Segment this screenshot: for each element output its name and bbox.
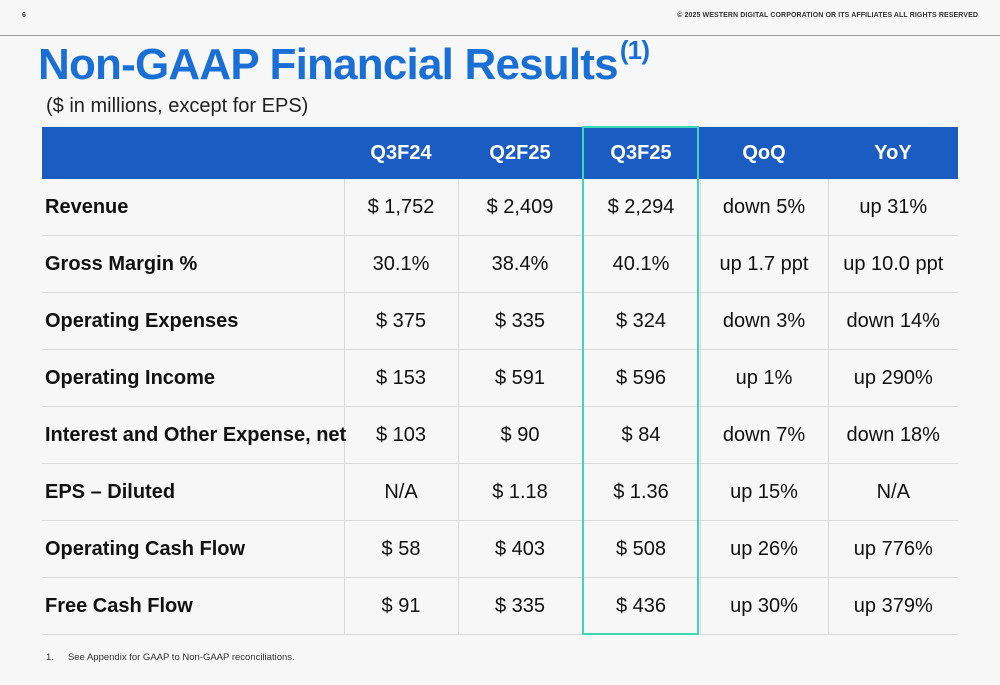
table-cell: $ 2,409	[457, 179, 582, 236]
row-label: Operating Expenses	[42, 292, 344, 350]
table-cell: up 379%	[827, 577, 958, 635]
row-label: Gross Margin %	[42, 235, 344, 293]
table-cell: $ 90	[457, 406, 582, 464]
row-label: Interest and Other Expense, net	[42, 406, 346, 464]
table-cell: 40.1%	[581, 235, 700, 293]
table-cell: up 30%	[699, 577, 828, 635]
table-row: Operating Cash Flow $ 58 $ 403 $ 508 up …	[42, 520, 958, 578]
table-cell: $ 1.36	[581, 463, 700, 521]
table-cell: $ 335	[457, 292, 582, 350]
table-cell: up 1.7 ppt	[699, 235, 828, 293]
page-subtitle: ($ in millions, except for EPS)	[46, 95, 309, 117]
table-cell: $ 1.18	[457, 463, 582, 521]
table-cell: $ 1,752	[343, 179, 458, 236]
footnote-number: 1.	[46, 652, 54, 663]
table-cell: up 15%	[699, 463, 828, 521]
table-cell: $ 2,294	[581, 179, 700, 236]
column-header-q3f25: Q3F25	[582, 127, 700, 179]
table-cell: $ 58	[343, 520, 458, 578]
copyright-notice: © 2025 WESTERN DIGITAL CORPORATION OR IT…	[677, 12, 978, 19]
row-label: Operating Income	[42, 349, 344, 407]
table-cell: $ 84	[581, 406, 700, 464]
table-cell: up 10.0 ppt	[827, 235, 958, 293]
table-cell: $ 103	[343, 406, 458, 464]
table-cell: $ 91	[343, 577, 458, 635]
table-cell: up 31%	[827, 179, 958, 236]
table-row: Free Cash Flow $ 91 $ 335 $ 436 up 30% u…	[42, 577, 958, 635]
table-cell: $ 324	[581, 292, 700, 350]
table-row: EPS – Diluted N/A $ 1.18 $ 1.36 up 15% N…	[42, 463, 958, 521]
table-row: Revenue $ 1,752 $ 2,409 $ 2,294 down 5% …	[42, 179, 958, 236]
table-cell: $ 375	[343, 292, 458, 350]
table-cell: $ 403	[457, 520, 582, 578]
table-cell: up 776%	[827, 520, 958, 578]
financial-results-table: Q3F24 Q2F25 Q3F25 QoQ YoY Revenue $ 1,75…	[42, 127, 958, 635]
header-divider	[0, 35, 1000, 36]
table-cell: $ 436	[581, 577, 700, 635]
row-label: Free Cash Flow	[42, 577, 344, 635]
column-header-yoy: YoY	[828, 127, 958, 179]
table-cell: N/A	[343, 463, 458, 521]
table-row: Gross Margin % 30.1% 38.4% 40.1% up 1.7 …	[42, 235, 958, 293]
table-cell: 30.1%	[343, 235, 458, 293]
table-cell: $ 596	[581, 349, 700, 407]
page-title-text: Non-GAAP Financial Results	[38, 40, 619, 89]
column-header-q3f24: Q3F24	[344, 127, 458, 179]
column-header-q2f25: Q2F25	[458, 127, 582, 179]
table-cell: up 1%	[699, 349, 828, 407]
table-cell: down 5%	[699, 179, 828, 236]
table-cell: $ 153	[343, 349, 458, 407]
table-cell: 38.4%	[457, 235, 582, 293]
title-footnote-ref: (1)	[619, 35, 650, 65]
footnote-text: See Appendix for GAAP to Non-GAAP reconc…	[67, 652, 295, 663]
table-cell: up 26%	[699, 520, 828, 578]
table-cell: $ 591	[457, 349, 582, 407]
table-row: Operating Expenses $ 375 $ 335 $ 324 dow…	[42, 292, 958, 350]
column-header-qoq: QoQ	[700, 127, 828, 179]
page-title: Non-GAAP Financial Results(1)	[38, 35, 650, 90]
footnote: 1. See Appendix for GAAP to Non-GAAP reco…	[46, 652, 295, 663]
table-cell: up 290%	[827, 349, 958, 407]
table-header-row: Q3F24 Q2F25 Q3F25 QoQ YoY	[42, 127, 958, 179]
table-cell: $ 508	[581, 520, 700, 578]
page-number: 6	[22, 12, 26, 19]
row-label: Revenue	[42, 179, 344, 236]
table-cell: down 7%	[699, 406, 828, 464]
table-cell: N/A	[827, 463, 958, 521]
table-cell: down 14%	[827, 292, 958, 350]
table-cell: down 18%	[827, 406, 958, 464]
table-row: Interest and Other Expense, net $ 103 $ …	[42, 406, 958, 464]
table-cell: down 3%	[699, 292, 828, 350]
column-header-metric	[42, 127, 344, 179]
row-label: Operating Cash Flow	[42, 520, 344, 578]
table-row: Operating Income $ 153 $ 591 $ 596 up 1%…	[42, 349, 958, 407]
row-label: EPS – Diluted	[42, 463, 344, 521]
table-cell: $ 335	[457, 577, 582, 635]
